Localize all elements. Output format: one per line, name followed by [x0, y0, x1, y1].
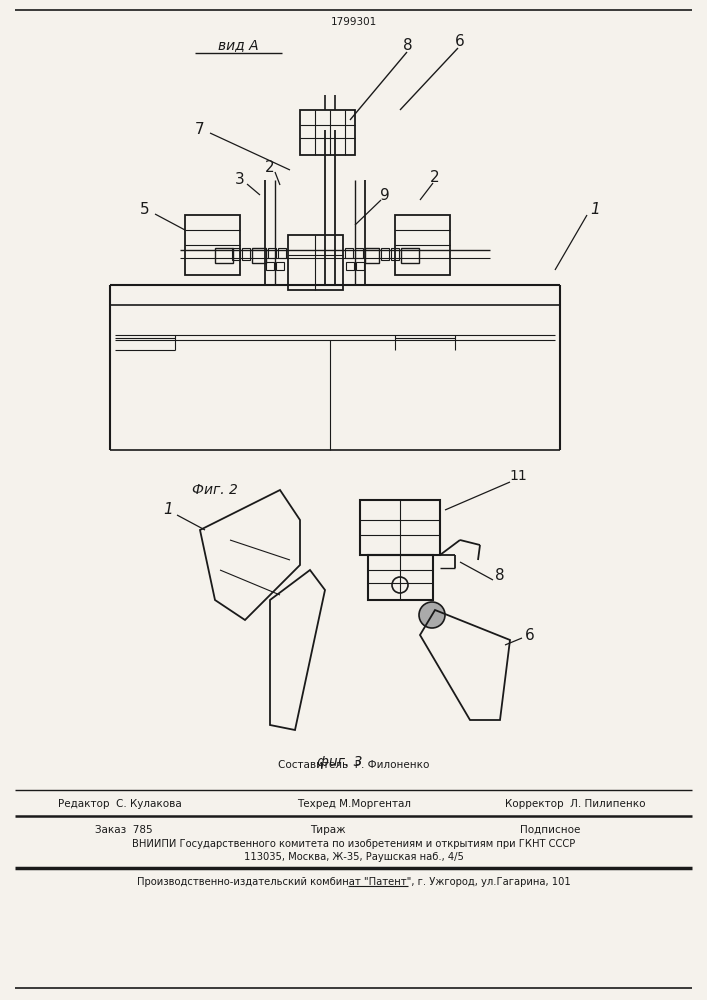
Text: Заказ  785: Заказ 785 [95, 825, 153, 835]
Circle shape [419, 602, 445, 628]
Text: 3: 3 [235, 172, 245, 188]
Text: 6: 6 [525, 628, 535, 643]
Text: Тираж: Тираж [310, 825, 346, 835]
Bar [288, 235, 343, 290]
Bar [276, 262, 284, 270]
Bar [266, 262, 274, 270]
Text: вид А: вид А [218, 38, 258, 52]
Bar [242, 248, 250, 260]
Text: 1: 1 [590, 202, 600, 218]
Bar [346, 262, 354, 270]
Bar [232, 248, 240, 260]
Text: 113035, Москва, Ж-35, Раушская наб., 4/5: 113035, Москва, Ж-35, Раушская наб., 4/5 [244, 852, 464, 862]
Bar [300, 110, 355, 155]
Text: 9: 9 [380, 188, 390, 202]
Text: Составитель  Р. Филоненко: Составитель Р. Филоненко [279, 760, 430, 770]
Text: Редактор  С. Кулакова: Редактор С. Кулакова [58, 799, 182, 809]
Text: 5: 5 [140, 202, 150, 218]
Text: 7: 7 [195, 122, 205, 137]
Text: 8: 8 [403, 38, 413, 53]
Bar [365, 248, 379, 263]
Text: ВНИИПИ Государственного комитета по изобретениям и открытиям при ГКНТ СССР: ВНИИПИ Государственного комитета по изоб… [132, 839, 575, 849]
Text: фuг. 3: фuг. 3 [317, 755, 363, 769]
Bar [355, 248, 363, 258]
Bar [401, 248, 419, 263]
Bar [252, 248, 266, 263]
Bar [215, 248, 233, 263]
Text: Производственно-издательский комбинат "Патент", г. Ужгород, ул.Гагарина, 101: Производственно-издательский комбинат "П… [137, 877, 571, 887]
Bar [360, 500, 440, 555]
Bar [381, 248, 389, 260]
Bar [356, 262, 364, 270]
Bar [268, 248, 276, 258]
Text: 2: 2 [265, 160, 275, 176]
Bar [368, 555, 433, 600]
Bar [395, 215, 450, 275]
Text: Корректор  Л. Пилипенко: Корректор Л. Пилипенко [505, 799, 645, 809]
Bar [278, 248, 286, 258]
Bar [345, 248, 353, 258]
Text: Подписное: Подписное [520, 825, 580, 835]
Text: 6: 6 [455, 34, 465, 49]
Text: 11: 11 [509, 469, 527, 483]
Bar [185, 215, 240, 275]
Text: Техред М.Моргентал: Техред М.Моргентал [297, 799, 411, 809]
Text: 1: 1 [163, 502, 173, 518]
Text: 1799301: 1799301 [331, 17, 377, 27]
Text: 2: 2 [430, 170, 440, 186]
Text: Фиг. 2: Фиг. 2 [192, 483, 238, 497]
Bar [391, 248, 399, 260]
Text: 8: 8 [495, 568, 505, 582]
